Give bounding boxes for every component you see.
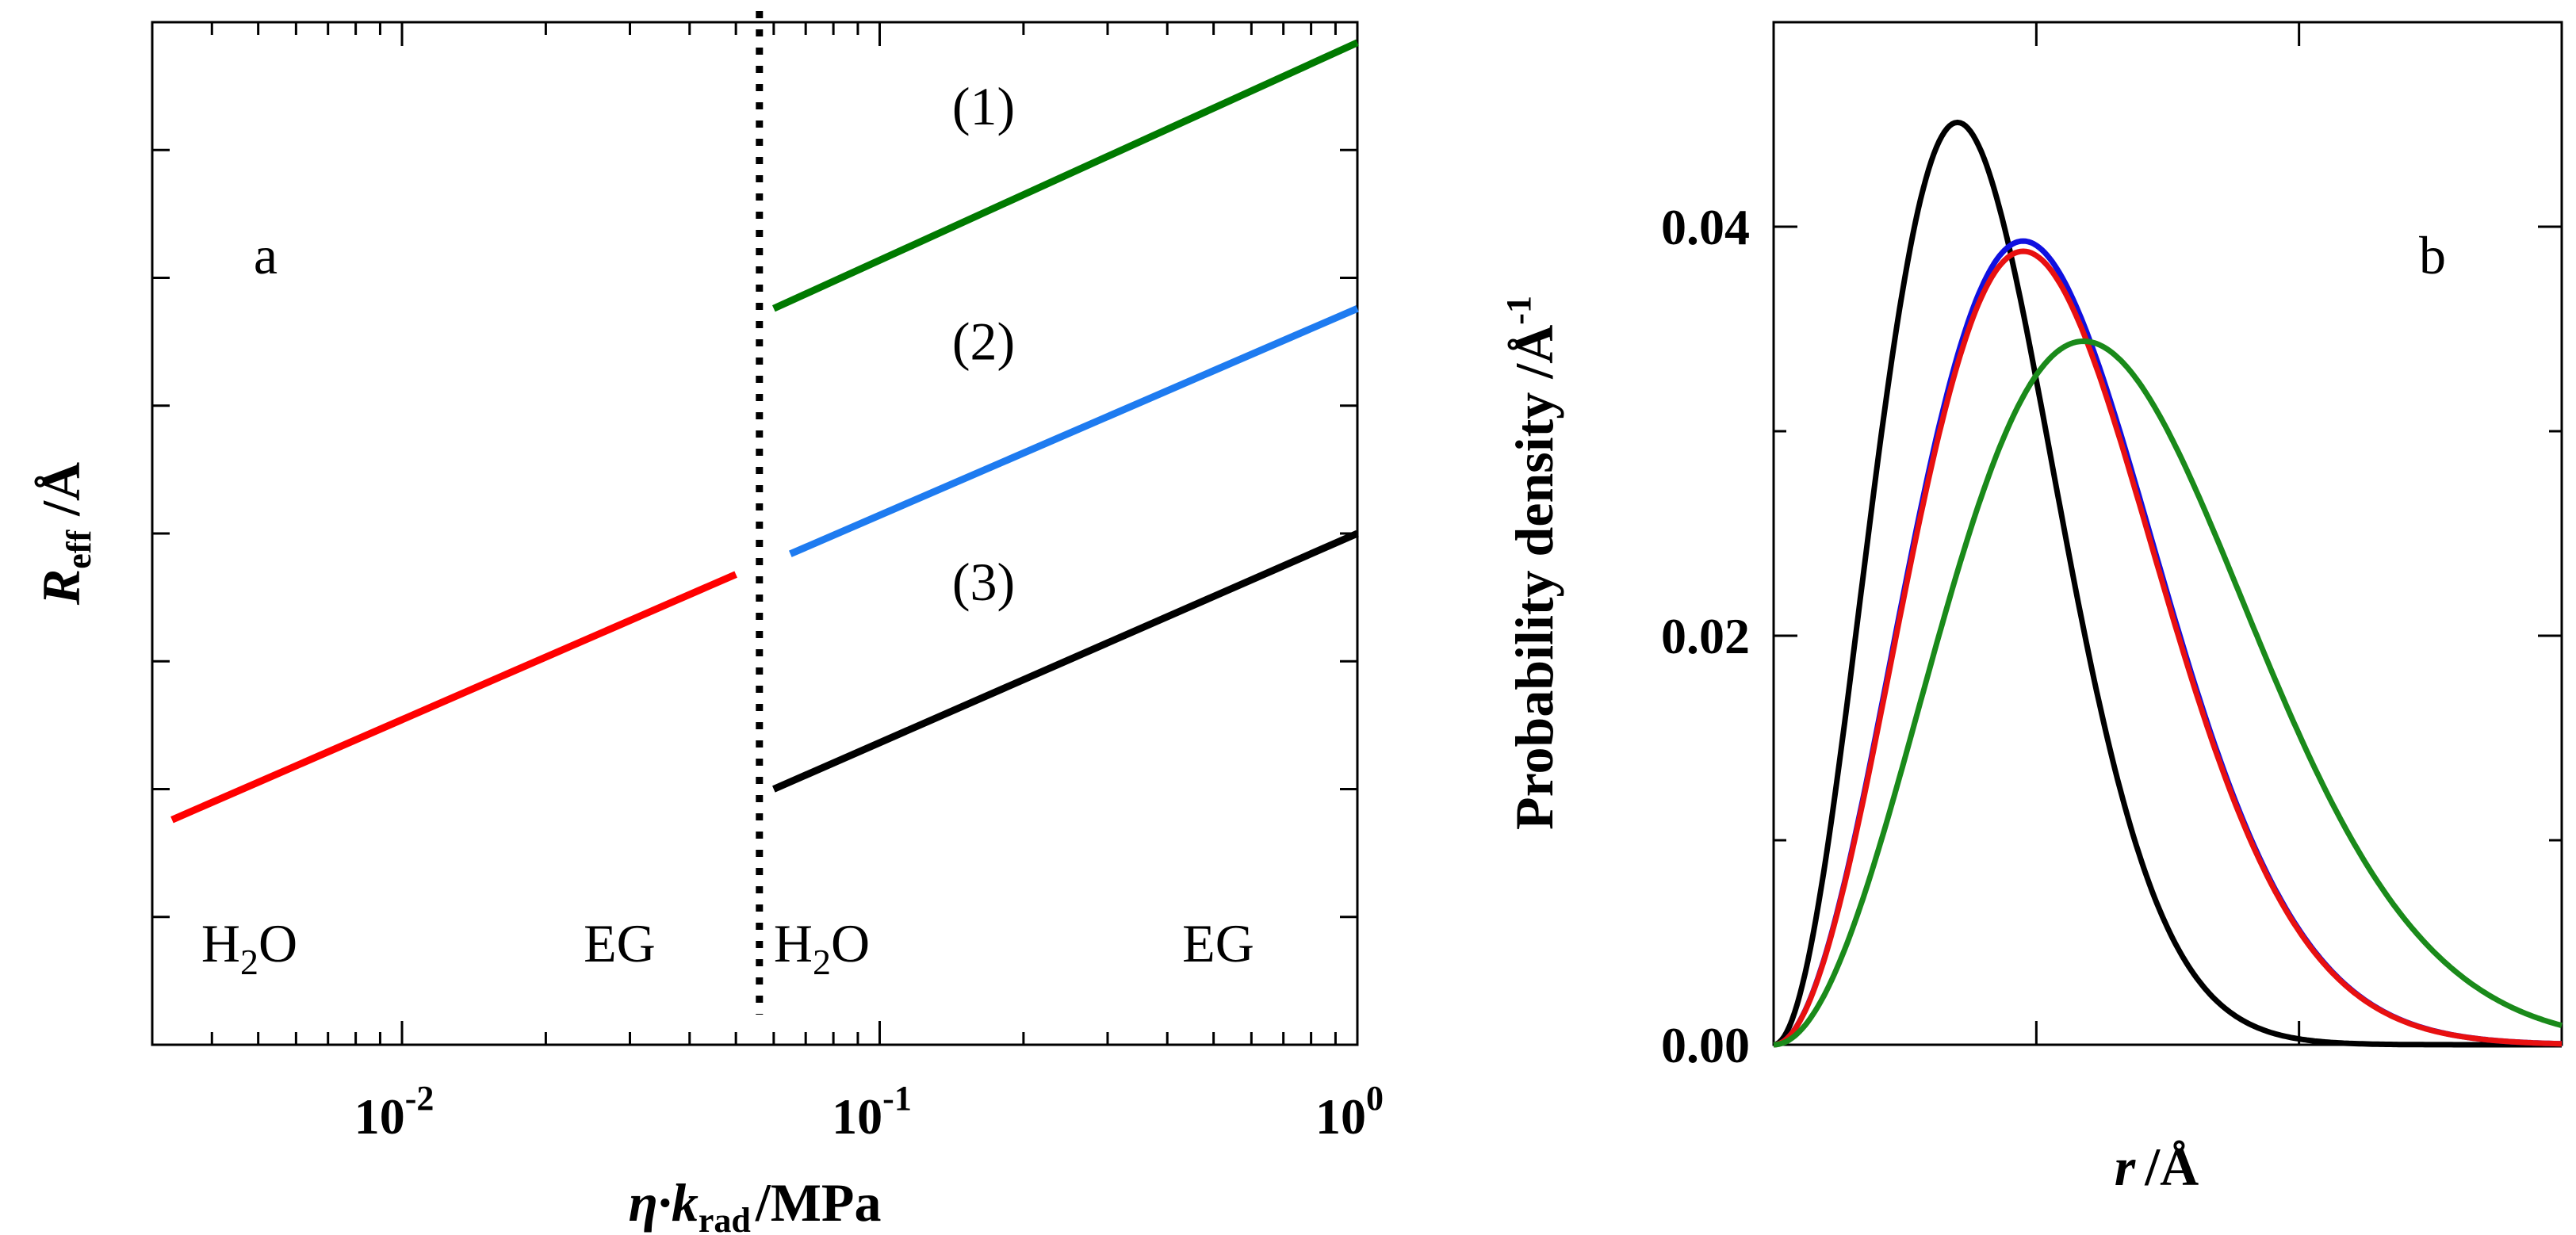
panel-a-series [170, 39, 1359, 824]
curve-number-label: (3) [952, 552, 1015, 612]
y-label-main: R [31, 569, 91, 606]
y-tick-label: 0.00 [1661, 1017, 1750, 1073]
curve-number-label: (2) [952, 312, 1015, 372]
panel-b-frame [1772, 21, 2563, 1046]
curve-number-label: (1) [952, 76, 1015, 136]
prob-label-main: Probability density /Å [1504, 325, 1564, 830]
series-line-3 [772, 530, 1359, 793]
panel-a: 10-2 10-1 100 (1) (2) (3) H2O EG H2O EG a η·kra… [31, 11, 1384, 1235]
r-label-main: r [2115, 1137, 2136, 1197]
panel-a-x-axis-label: η·krad/MPa [629, 1172, 882, 1235]
x-tick-label: 10-2 [354, 1079, 434, 1145]
y-label-sub: eff [59, 530, 98, 569]
panel-b-y-axis-label: Probability density /Å-1 [1499, 296, 1564, 830]
panel-b-y-ticks: 0.00 0.02 0.04 [1661, 199, 2562, 1073]
panel-a-annotations: (1) (2) (3) [952, 76, 1015, 612]
solvent-label: H2O [201, 913, 297, 982]
panel-b-series [1773, 119, 2563, 1048]
panel-a-label: a [254, 225, 278, 285]
solvent-label: EG [584, 913, 656, 973]
series-line-red [170, 571, 737, 824]
series-line-1 [771, 39, 1359, 312]
y-tick-label: 0.04 [1661, 199, 1750, 255]
panel-a-x-ticks: 10-2 10-1 100 [151, 22, 1384, 1145]
panel-b: 0.00 0.02 0.04 b r/Å Probability density /… [1499, 21, 2563, 1197]
panel-b-label: b [2419, 225, 2446, 285]
x-tick-label: 10-1 [832, 1079, 912, 1145]
series-line-2 [789, 305, 1359, 557]
solvent-label: EG [1182, 913, 1254, 973]
distribution-curve-red [1773, 248, 2563, 1048]
x-tick-label: 100 [1315, 1079, 1384, 1145]
distribution-curve-black [1773, 119, 2563, 1048]
panel-a-solvent-labels: H2O EG H2O EG [201, 913, 1254, 982]
x-label-main: η·k [629, 1172, 699, 1233]
panel-a-y-axis-label: Reff/Å [31, 462, 98, 606]
solvent-label: H2O [774, 913, 870, 982]
x-label-unit: /MPa [755, 1172, 882, 1233]
panel-a-y-ticks [152, 148, 1357, 919]
prob-label-sup: -1 [1499, 296, 1538, 325]
y-tick-label: 0.02 [1661, 608, 1750, 664]
y-label-unit: /Å [31, 462, 91, 517]
x-label-sub: rad [699, 1201, 751, 1235]
distribution-curve-green [1773, 338, 2563, 1048]
panel-b-x-ticks [2034, 22, 2301, 1045]
panel-b-x-axis-label: r/Å [2115, 1137, 2199, 1197]
panel-a-frame [151, 21, 1359, 1046]
r-label-unit: /Å [2144, 1137, 2199, 1197]
